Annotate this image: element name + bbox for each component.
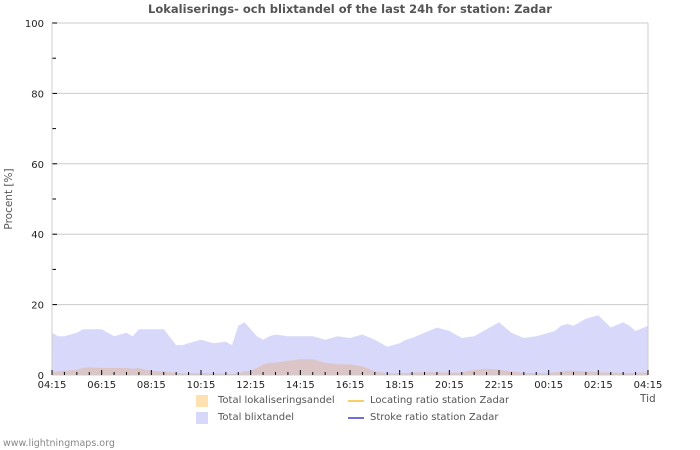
y-tick-label: 60 [31, 160, 44, 171]
y-tick-label: 20 [31, 301, 44, 312]
y-tick-label: 0 [38, 371, 44, 382]
x-tick-label: 00:15 [534, 380, 563, 391]
x-tick-label: 16:15 [336, 380, 365, 391]
x-tick-label: 12:15 [236, 380, 265, 391]
legend-line-icon [348, 417, 364, 419]
x-tick-label: 08:15 [137, 380, 166, 391]
y-tick-label: 80 [31, 89, 44, 100]
legend-swatch-icon [196, 412, 208, 424]
x-tick-label: 22:15 [485, 380, 514, 391]
chart-title: Lokaliserings- och blixtandel of the las… [148, 2, 552, 16]
x-axis-title: Tid [639, 393, 656, 405]
x-tick-label: 04:15 [634, 380, 663, 391]
legend-line-icon [348, 400, 364, 402]
x-tick-label: 20:15 [435, 380, 464, 391]
x-tick-label: 14:15 [286, 380, 315, 391]
x-tick-label: 04:15 [38, 380, 67, 391]
y-axis-title: Procent [%] [3, 168, 15, 229]
footer-credit: www.lightningmaps.org [3, 438, 115, 449]
area-total-blixtandel [52, 315, 648, 375]
x-tick-label: 02:15 [584, 380, 613, 391]
y-tick-label: 40 [31, 230, 44, 241]
x-tick-label: 06:15 [87, 380, 116, 391]
x-tick-label: 18:15 [385, 380, 414, 391]
y-tick-label: 100 [25, 19, 44, 30]
x-tick-label: 10:15 [187, 380, 216, 391]
legend-swatch-icon [196, 395, 208, 407]
